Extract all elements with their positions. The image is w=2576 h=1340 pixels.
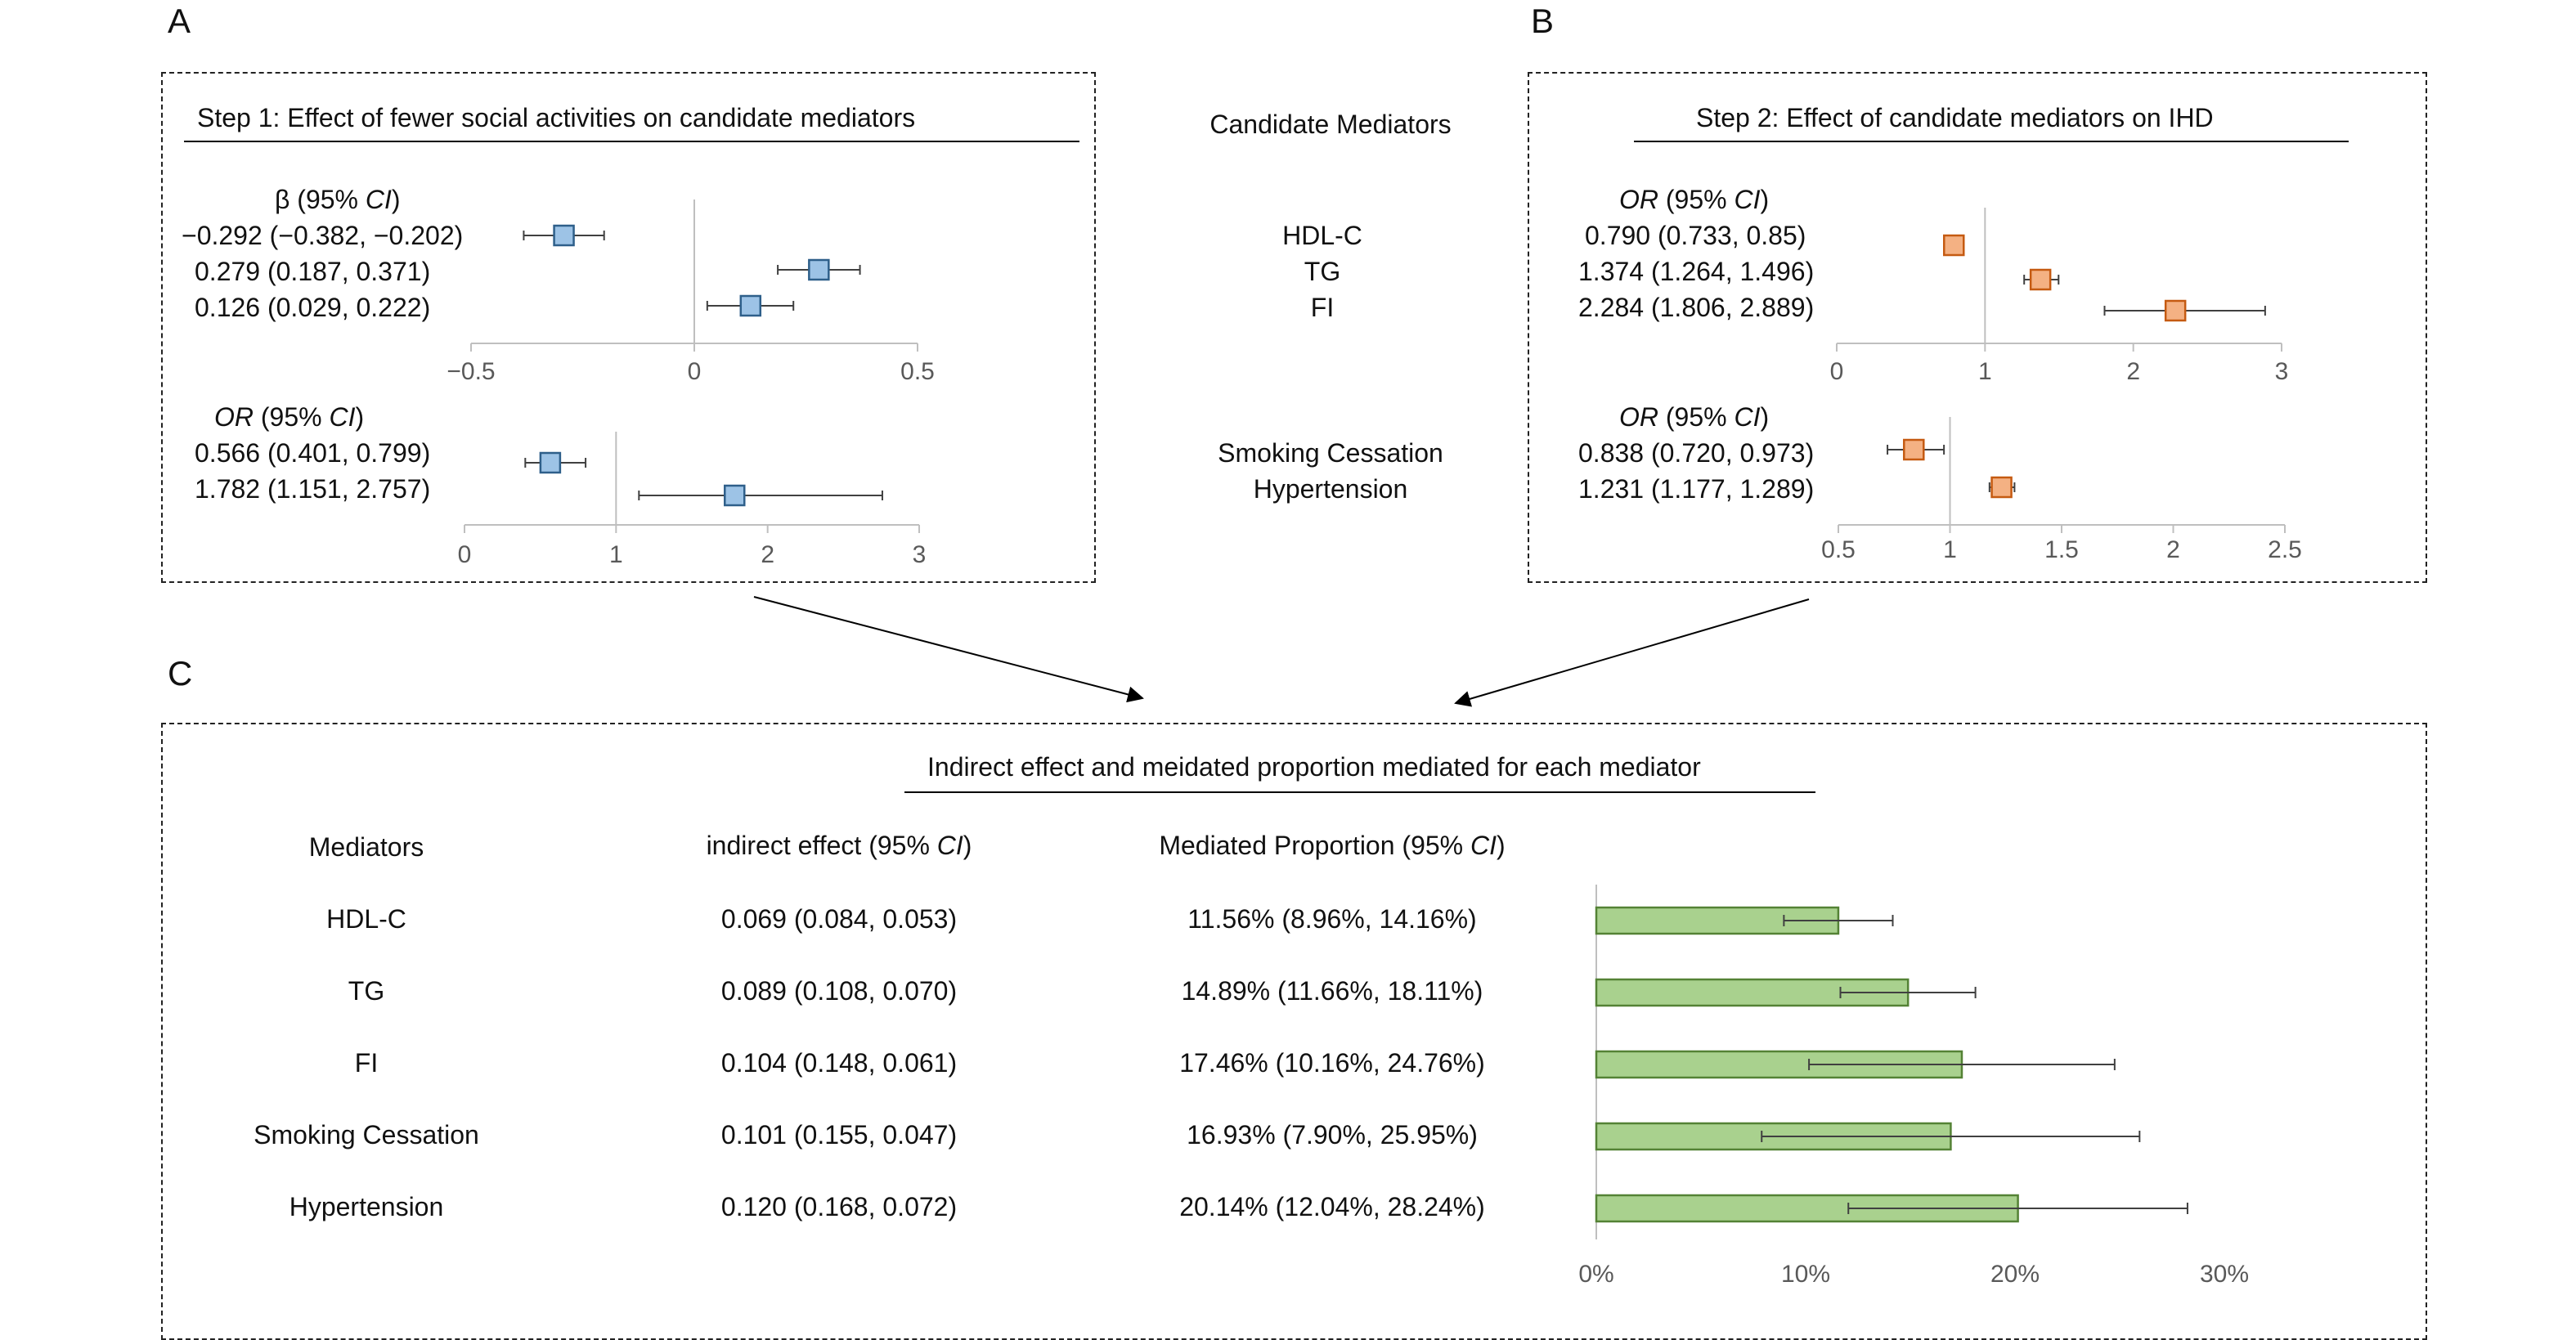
- panel-label-c: C: [168, 654, 193, 692]
- col-header-mediators: Mediators: [308, 832, 424, 862]
- mediator-name: Hypertension: [289, 1192, 444, 1221]
- step1-beta-row: −0.292 (−0.382, −0.202): [182, 221, 464, 250]
- mediator-name: FI: [354, 1048, 379, 1078]
- step1-or-header: OR (95% CI): [214, 402, 365, 432]
- panel-c-title-underline: [904, 791, 1815, 793]
- step2-row: 2.284 (1.806, 2.889): [1578, 293, 1815, 322]
- step2-title: Step 2: Effect of candidate mediators on…: [1696, 103, 2214, 132]
- step1-title-underline: [184, 141, 1079, 142]
- middle-title: Candidate Mediators: [1209, 110, 1452, 139]
- mediated-proportion-value: 17.46% (10.16%, 24.76%): [1179, 1048, 1485, 1078]
- step2-title-underline: [1634, 141, 2349, 142]
- mediator-name: HDL-C: [326, 904, 406, 934]
- indirect-effect-value: 0.104 (0.148, 0.061): [720, 1048, 958, 1078]
- arrow-a-to-c: [753, 596, 1144, 703]
- step2-row: 0.790 (0.733, 0.85): [1585, 221, 1806, 250]
- indirect-effect-value: 0.120 (0.168, 0.072): [720, 1192, 958, 1221]
- step1-title: Step 1: Effect of fewer social activitie…: [197, 103, 916, 132]
- panel-label-a: A: [168, 2, 191, 40]
- step2-row: 1.374 (1.264, 1.496): [1578, 257, 1815, 286]
- panel-c-title: Indirect effect and meidated proportion …: [927, 752, 1701, 782]
- panel-a-frame: [161, 72, 1096, 583]
- step1-or-row: 0.566 (0.401, 0.799): [195, 438, 431, 468]
- step1-beta-header: β (95% CI): [275, 185, 401, 214]
- mediated-proportion-value: 14.89% (11.66%, 18.11%): [1181, 976, 1483, 1006]
- indirect-effect-value: 0.089 (0.108, 0.070): [720, 976, 958, 1006]
- mediator-name: TG: [348, 976, 385, 1006]
- mediated-proportion-value: 11.56% (8.96%, 14.16%): [1187, 904, 1477, 934]
- step1-beta-row: 0.279 (0.187, 0.371): [195, 257, 431, 286]
- step2-or-header: OR (95% CI): [1619, 185, 1770, 214]
- indirect-effect-value: 0.069 (0.084, 0.053): [720, 904, 958, 934]
- step2-row: 1.231 (1.177, 1.289): [1578, 474, 1815, 504]
- mediated-proportion-value: 16.93% (7.90%, 25.95%): [1187, 1120, 1478, 1150]
- arrow-b-to-c: [1454, 598, 1810, 707]
- step2-or-header: OR (95% CI): [1619, 402, 1770, 432]
- panel-b-frame: [1528, 72, 2427, 583]
- middle-mediator: HDL-C: [1282, 221, 1362, 250]
- panel-c-frame: [161, 723, 2427, 1340]
- step2-row: 0.838 (0.720, 0.973): [1578, 438, 1815, 468]
- step1-beta-row: 0.126 (0.029, 0.222): [195, 293, 431, 322]
- col-header-proportion: Mediated Proportion (95% CI): [1159, 831, 1506, 860]
- panel-label-b: B: [1531, 2, 1555, 40]
- indirect-effect-value: 0.101 (0.155, 0.047): [720, 1120, 958, 1150]
- col-header-indirect: indirect effect (95% CI): [706, 831, 972, 860]
- middle-mediator: FI: [1310, 293, 1335, 322]
- step1-or-row: 1.782 (1.151, 2.757): [195, 474, 431, 504]
- middle-mediator: Smoking Cessation: [1218, 438, 1443, 468]
- middle-mediator: Hypertension: [1253, 474, 1408, 504]
- mediator-name: Smoking Cessation: [254, 1120, 479, 1150]
- mediated-proportion-value: 20.14% (12.04%, 28.24%): [1179, 1192, 1485, 1221]
- middle-mediator: TG: [1304, 257, 1341, 286]
